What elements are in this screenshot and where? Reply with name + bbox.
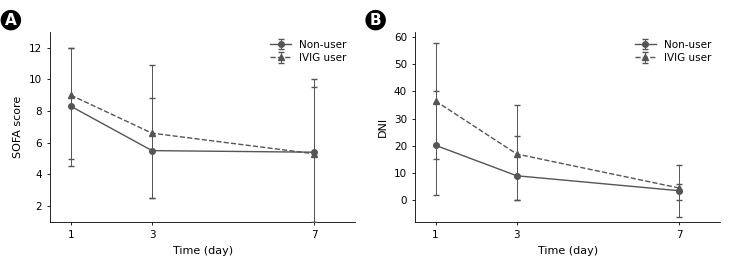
Text: B: B [370, 13, 382, 28]
Legend: Non-user, IVIG user: Non-user, IVIG user [632, 37, 715, 66]
Y-axis label: DNI: DNI [378, 117, 388, 137]
Legend: Non-user, IVIG user: Non-user, IVIG user [267, 37, 350, 66]
Text: A: A [5, 13, 17, 28]
X-axis label: Time (day): Time (day) [537, 246, 598, 256]
X-axis label: Time (day): Time (day) [173, 246, 233, 256]
Y-axis label: SOFA score: SOFA score [13, 96, 23, 158]
